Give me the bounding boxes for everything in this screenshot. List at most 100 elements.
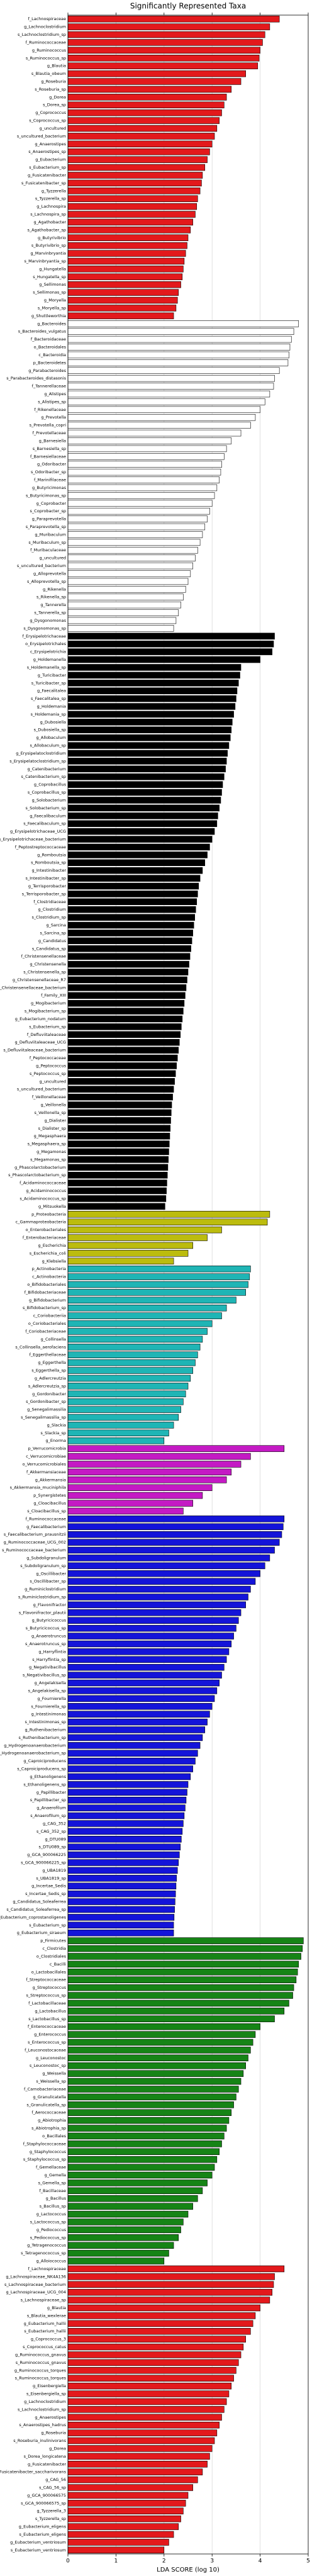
category-label: s_Fournierella_sp xyxy=(31,1704,66,1709)
bar xyxy=(67,1422,174,1429)
category-label: s_Harryflintia_sp xyxy=(32,1657,66,1662)
category-label: g_CAG_352 xyxy=(43,1821,66,1826)
bar xyxy=(67,1679,220,1687)
category-label: g_Akkermansia xyxy=(35,1477,66,1482)
bar xyxy=(67,875,201,882)
bar xyxy=(67,1078,175,1085)
category-label: g_Incertae_Sedis xyxy=(31,1884,66,1889)
bar xyxy=(67,1414,179,1421)
category-label: s_Pediococcus_sp xyxy=(30,2235,66,2240)
bar xyxy=(67,1781,189,1788)
category-label: s_Coprobacter_sp xyxy=(30,509,66,514)
category-label: s_Hydrogenoanaerobacterium_sp xyxy=(0,1751,66,1756)
bar xyxy=(67,937,192,945)
category-label: g_Dysgonomonas xyxy=(30,618,66,623)
bar xyxy=(67,953,191,960)
category-label: s_Oscillibacter_sp xyxy=(30,1579,66,1584)
category-label: g_Eubacterium_eligens xyxy=(19,2524,67,2529)
category-label: g_Veillonella xyxy=(41,1103,66,1108)
category-label: f_Veillonellaceae xyxy=(32,1094,66,1100)
category-label: g_Ruminococcus xyxy=(32,48,67,53)
category-label: s_Angelakisella_sp xyxy=(28,1688,66,1693)
category-label: g_Caproiciproducens xyxy=(23,1758,66,1763)
bar xyxy=(67,1257,174,1265)
bar xyxy=(67,664,242,671)
category-label: g_Solobacterium xyxy=(32,797,66,802)
bar xyxy=(67,86,232,93)
bar xyxy=(67,195,198,202)
bar xyxy=(67,2382,232,2390)
bar xyxy=(67,609,179,616)
category-label: g_Dubosiella xyxy=(40,719,66,724)
category-label: s_Gordonibacter_sp xyxy=(26,1399,66,1404)
category-label: g_Muribaculum xyxy=(35,532,66,537)
bar xyxy=(67,1093,173,1101)
bar xyxy=(67,1953,301,1960)
category-label: g_Pediococcus xyxy=(36,2227,67,2232)
category-label: g_Gemella xyxy=(45,2173,66,2178)
category-label: g_Faecalibacterium xyxy=(26,1524,66,1529)
bar xyxy=(67,351,289,359)
category-label: g_Dorea xyxy=(49,94,66,99)
category-label: g_Ruminococcus_torques xyxy=(14,2368,67,2373)
bar xyxy=(67,1836,182,1843)
bar xyxy=(67,812,218,819)
bar xyxy=(67,172,203,179)
bar xyxy=(67,2523,179,2530)
category-label: g_Ruminiclostridium xyxy=(25,1587,66,1592)
bar xyxy=(67,359,289,366)
bar xyxy=(67,203,197,210)
bar xyxy=(67,1742,201,1749)
category-label: s_Blautia_wexlerae xyxy=(27,2313,66,2318)
bar xyxy=(67,2390,230,2397)
bar xyxy=(67,601,181,609)
bar xyxy=(67,898,197,906)
bar xyxy=(67,672,240,679)
category-label: s_Eubacterium_sp xyxy=(29,165,66,170)
bar xyxy=(67,2453,210,2460)
category-label: g_Allobaculum xyxy=(36,735,66,740)
bar xyxy=(67,2539,169,2546)
bar xyxy=(67,1289,246,1296)
bar xyxy=(67,2210,189,2218)
bar xyxy=(67,2008,285,2015)
bar xyxy=(67,1789,187,1796)
category-label: f_Gemellaceae xyxy=(36,2165,66,2170)
bar xyxy=(67,1038,180,1046)
category-label: g_Negativibacillus xyxy=(29,1665,67,1670)
category-label: g_Coprobacillus xyxy=(34,782,67,787)
bar xyxy=(67,2484,193,2491)
bar xyxy=(67,2281,274,2288)
bar xyxy=(67,1663,225,1671)
category-label: g_Sarcina xyxy=(47,923,67,928)
category-label: g_Hydrogenoanaerobacterium xyxy=(4,1743,66,1748)
bar xyxy=(67,133,215,140)
bar xyxy=(67,398,265,405)
category-label: s_Escherichia_coli xyxy=(30,1251,66,1256)
category-label: f_Ruminococcaceae xyxy=(26,1516,66,1521)
category-label: f_Defluviitaleaceae xyxy=(27,1032,66,1037)
category-label: s_Terrisporobacter_sp xyxy=(22,891,66,896)
bar xyxy=(67,31,265,38)
bar xyxy=(67,1765,193,1772)
category-label: c_Bacteroidia xyxy=(38,352,66,357)
bar xyxy=(67,1344,201,1351)
category-label: s_Erysipelatoclostridium_sp xyxy=(9,758,66,763)
category-label: g_Erysipelotrichaceae_UCG xyxy=(10,829,66,834)
category-label: f_Marinifilaceae xyxy=(34,478,66,483)
category-label: g_Eubacterium_ventriosum xyxy=(10,2539,66,2545)
category-label: s_Fusicatenibacter_saccharivorans xyxy=(0,2470,67,2475)
category-label: s_Lachnospira_sp xyxy=(30,212,66,217)
category-label: g_Alloprevotella xyxy=(33,571,66,576)
bar xyxy=(67,296,178,304)
bar xyxy=(67,687,238,694)
category-label: s_Ruminiclostridium_sp xyxy=(18,1594,66,1599)
category-label: f_Akkermansiaceae xyxy=(26,1470,66,1475)
bar xyxy=(67,765,226,773)
bar xyxy=(67,515,208,522)
category-label: g_Candidatus_Soleaferrea xyxy=(13,1899,66,1904)
category-label: g_Angelakisella xyxy=(35,1680,66,1685)
bar xyxy=(67,2101,234,2108)
category-label: s_Paraprevotella_sp xyxy=(26,524,66,529)
bar xyxy=(67,1875,177,1882)
